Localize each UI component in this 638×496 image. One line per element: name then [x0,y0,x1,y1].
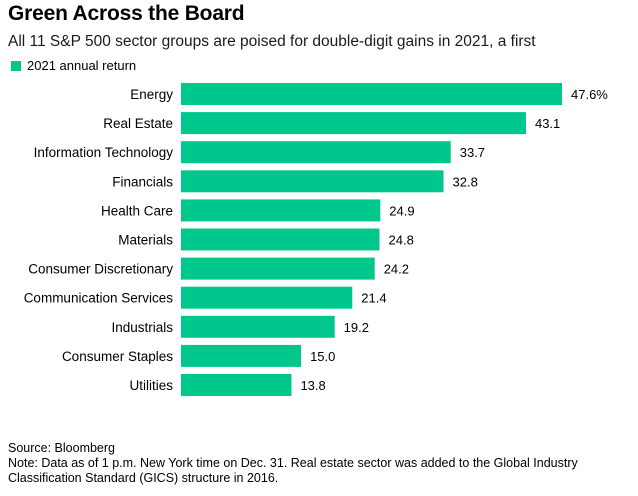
value-label: 24.2 [384,262,409,277]
category-label: Financials [112,174,173,189]
bar [181,83,562,105]
bar [181,141,451,164]
value-label: 19.2 [344,320,369,335]
category-label: Consumer Discretionary [28,262,173,277]
bar [181,112,526,135]
category-label: Health Care [101,203,173,218]
category-label: Real Estate [103,116,173,131]
value-label: 32.8 [453,174,478,189]
value-label: 15.0 [310,349,335,364]
legend-label: 2021 annual return [27,58,137,73]
bar-chart: Energy 47.6% Real Estate 43.1 Information Te… [24,83,608,396]
value-label: 33.7 [460,145,485,160]
chart-footer: Source: Bloomberg Note: Data as of 1 p.m… [8,441,633,486]
value-label: 24.8 [389,233,414,248]
value-label: 24.9 [389,203,414,218]
value-label: 13.8 [300,378,325,393]
source-note: Source: Bloomberg [8,441,116,455]
bar [181,315,335,338]
category-label: Information Technology [34,145,174,160]
chart-title: Green Across the Board [8,2,245,25]
legend: 2021 annual return [11,58,136,73]
bar [181,344,302,367]
value-label: 47.6% [571,87,608,102]
chart-subtitle: All 11 S&P 500 sector groups are poised … [8,33,536,50]
bar [181,228,380,251]
bar [181,286,353,309]
data-note: Note: Data as of 1 p.m. New York time on… [8,456,578,485]
category-label: Materials [118,233,173,248]
category-label: Energy [130,87,173,102]
category-label: Utilities [129,378,173,393]
bar [181,257,375,280]
category-label: Communication Services [24,291,174,306]
legend-swatch [11,60,21,71]
bar [181,199,381,222]
category-label: Consumer Staples [62,349,173,364]
value-label: 21.4 [361,291,386,306]
category-label: Industrials [111,320,173,335]
value-label: 43.1 [535,116,560,131]
bar [181,170,444,193]
bar [181,374,292,396]
